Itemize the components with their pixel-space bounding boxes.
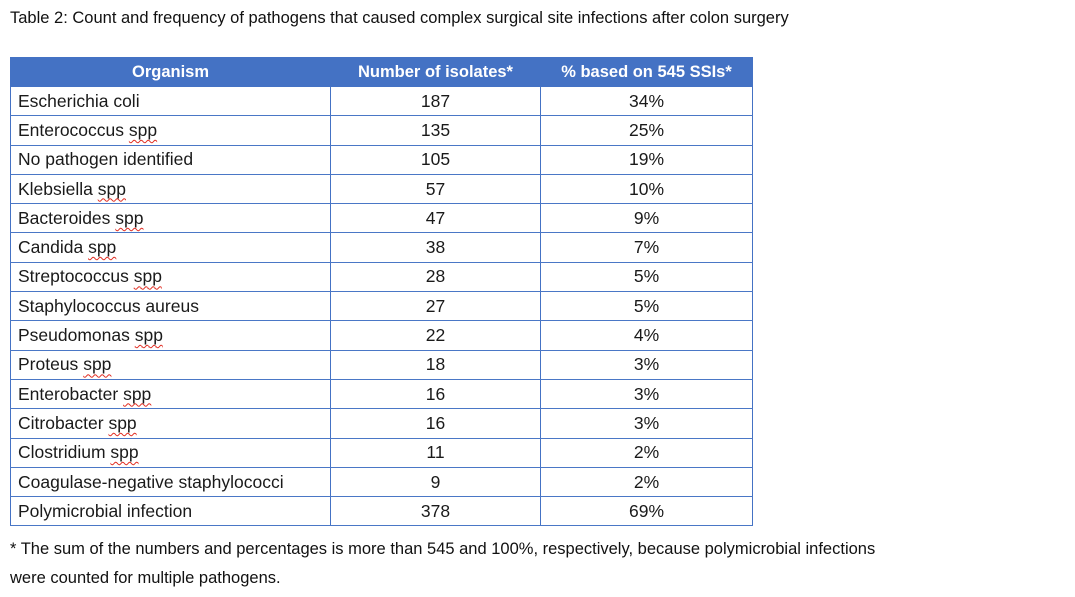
organism-name: Coagulase-negative staphylococci (18, 471, 284, 492)
percent-cell: 9% (540, 203, 753, 234)
isolates-count-cell: 22 (330, 320, 541, 351)
isolates-count-cell: 47 (330, 203, 541, 234)
isolates-count-cell: 38 (330, 232, 541, 263)
table-row: Klebsiella spp 57 10% (10, 173, 753, 205)
pathogens-table: Organism Number of isolates* % based on … (10, 57, 753, 527)
organism-cell: Citrobacter spp (10, 408, 331, 439)
organism-cell: Proteus spp (10, 349, 331, 380)
isolates-count-cell: 135 (330, 115, 541, 146)
table-row: Candida spp 38 7% (10, 232, 753, 263)
misspelled-word: spp (110, 442, 139, 463)
organism-name: Pseudomonas (18, 325, 135, 346)
organism-name: Proteus (18, 354, 84, 375)
percent-cell: 5% (540, 261, 753, 293)
table-row: Streptococcus spp 28 5% (10, 261, 753, 293)
organism-name: Citrobacter (18, 412, 109, 433)
isolates-count-cell: 28 (330, 261, 541, 293)
isolates-count-cell: 187 (330, 85, 541, 117)
table-body: Escherichia coli 187 34% Enterococcus sp… (10, 85, 753, 527)
organism-cell: Candida spp (10, 232, 331, 263)
organism-name: Klebsiella (18, 178, 98, 199)
table-row: Enterococcus spp 135 25% (10, 115, 753, 146)
misspelled-word: spp (133, 266, 162, 287)
organism-cell: Enterobacter spp (10, 378, 331, 410)
table-row: Pseudomonas spp 22 4% (10, 320, 753, 351)
table-caption: Table 2: Count and frequency of pathogen… (10, 9, 789, 27)
percent-cell: 34% (540, 85, 753, 117)
column-header-organism: Organism (10, 57, 331, 87)
misspelled-word: spp (97, 178, 126, 199)
percent-cell: 3% (540, 378, 753, 410)
isolates-count-cell: 18 (330, 349, 541, 380)
table-header-row: Organism Number of isolates* % based on … (10, 57, 753, 87)
misspelled-word: spp (108, 412, 137, 433)
percent-cell: 2% (540, 466, 753, 498)
misspelled-word: spp (128, 119, 158, 140)
organism-cell: Coagulase-negative staphylococci (10, 466, 331, 498)
organism-cell: Escherichia coli (10, 85, 331, 117)
organism-name: No pathogen identified (18, 149, 194, 170)
organism-name: Candida (18, 237, 89, 258)
table-row: Citrobacter spp 16 3% (10, 408, 753, 439)
organism-name: Enterococcus (18, 119, 129, 140)
column-header-isolates: Number of isolates* (330, 57, 541, 87)
misspelled-word: spp (83, 354, 112, 375)
table-row: Staphylococcus aureus 27 5% (10, 291, 753, 322)
percent-cell: 2% (540, 437, 753, 468)
organism-name: Escherichia coli (18, 90, 140, 111)
organism-name: Clostridium (18, 442, 111, 463)
organism-cell: Enterococcus spp (10, 115, 331, 146)
percent-cell: 25% (540, 115, 753, 146)
table-row: Enterobacter spp 16 3% (10, 378, 753, 410)
isolates-count-cell: 27 (330, 291, 541, 322)
percent-cell: 69% (540, 496, 753, 527)
footnote-line-2: were counted for multiple pathogens. (10, 569, 281, 587)
isolates-count-cell: 11 (330, 437, 541, 468)
isolates-count-cell: 16 (330, 408, 541, 439)
organism-cell: Streptococcus spp (10, 261, 331, 293)
isolates-count-cell: 378 (330, 496, 541, 527)
percent-cell: 5% (540, 291, 753, 322)
table-row: Proteus spp 18 3% (10, 349, 753, 380)
percent-cell: 3% (540, 349, 753, 380)
organism-cell: Pseudomonas spp (10, 320, 331, 351)
organism-name: Bacteroides (18, 207, 116, 228)
organism-name: Polymicrobial infection (18, 500, 193, 521)
organism-cell: Clostridium spp (10, 437, 331, 468)
isolates-count-cell: 57 (330, 173, 541, 205)
organism-name: Staphylococcus aureus (18, 295, 199, 316)
table-row: Polymicrobial infection 378 69% (10, 496, 753, 527)
misspelled-word: spp (134, 325, 163, 346)
table-row: No pathogen identified 105 19% (10, 144, 753, 175)
isolates-count-cell: 16 (330, 378, 541, 410)
percent-cell: 3% (540, 408, 753, 439)
organism-cell: Klebsiella spp (10, 173, 331, 205)
misspelled-word: spp (88, 237, 117, 258)
percent-cell: 7% (540, 232, 753, 263)
misspelled-word: spp (115, 207, 144, 228)
footnote: * The sum of the numbers and percentages… (10, 535, 1072, 593)
organism-cell: Polymicrobial infection (10, 496, 331, 527)
organism-cell: No pathogen identified (10, 144, 331, 175)
table-row: Coagulase-negative staphylococci 9 2% (10, 466, 753, 498)
misspelled-word: spp (123, 383, 152, 404)
organism-name: Enterobacter (18, 383, 124, 404)
organism-name: Streptococcus (18, 266, 134, 287)
footnote-line-1: * The sum of the numbers and percentages… (10, 540, 876, 558)
isolates-count-cell: 105 (330, 144, 541, 175)
organism-cell: Bacteroides spp (10, 203, 331, 234)
percent-cell: 19% (540, 144, 753, 175)
column-header-percent: % based on 545 SSIs* (540, 57, 753, 87)
organism-cell: Staphylococcus aureus (10, 291, 331, 322)
isolates-count-cell: 9 (330, 466, 541, 498)
percent-cell: 4% (540, 320, 753, 351)
table-row: Bacteroides spp 47 9% (10, 203, 753, 234)
percent-cell: 10% (540, 173, 753, 205)
table-row: Clostridium spp 11 2% (10, 437, 753, 468)
table-row: Escherichia coli 187 34% (10, 85, 753, 117)
